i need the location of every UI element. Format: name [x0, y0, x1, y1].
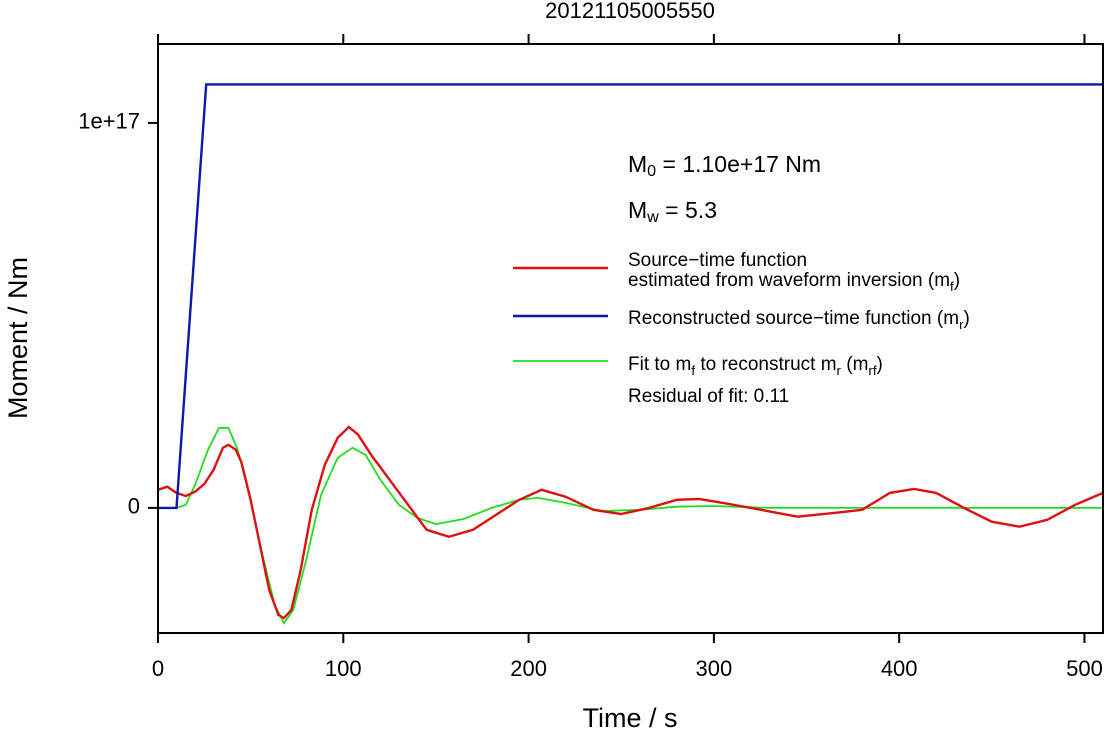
series-line: [158, 83, 1103, 510]
annotation-part: M: [628, 151, 647, 177]
legend-label-part: (m: [841, 354, 868, 375]
x-tick-label: 200: [510, 656, 547, 681]
chart-title: 20121105005550: [545, 0, 715, 23]
legend-label: estimated from waveform inversion (mf): [628, 270, 960, 294]
annotation: Residual of fit: 0.11: [628, 386, 789, 407]
x-tick-label: 400: [881, 656, 918, 681]
legend-label-part: Source−time function: [628, 250, 807, 271]
legend-label-part: r: [959, 317, 964, 332]
annotation-part: = 1.10e+17 Nm: [656, 151, 821, 177]
y-axis-label: Moment / Nm: [3, 257, 33, 419]
series-line: [158, 426, 1103, 625]
annotation: M0 = 1.10e+17 Nm: [628, 151, 821, 180]
legend-label: Fit to mf to reconstruct mr (mrf): [628, 354, 883, 378]
x-tick-label: 500: [1066, 656, 1103, 681]
annotation-part: w: [646, 208, 659, 226]
legend-label-part: ): [964, 308, 970, 329]
legend-label-part: to reconstruct m: [695, 354, 837, 375]
y-tick-label: 0: [128, 494, 140, 519]
legend-label-part: estimated from waveform inversion (m: [628, 270, 950, 291]
y-tick-label: 1e+17: [78, 109, 140, 134]
legend-label-part: ): [877, 354, 883, 375]
x-tick-label: 0: [152, 656, 164, 681]
legend-label-part: f: [950, 279, 954, 294]
legend-label-part: rf: [868, 363, 876, 378]
plot-frame: [157, 43, 1104, 634]
x-axis-label: Time / s: [582, 703, 677, 733]
legend-label-part: r: [837, 363, 842, 378]
annotation-part: 0: [647, 162, 656, 180]
annotation-part: = 5.3: [659, 197, 717, 223]
legend-label-part: Fit to m: [628, 354, 691, 375]
x-tick-label: 300: [696, 656, 733, 681]
annotation: Mw = 5.3: [628, 197, 717, 226]
legend-label-part: ): [954, 270, 960, 291]
legend-label-part: f: [691, 363, 695, 378]
series-line: [158, 425, 1103, 620]
x-tick-label: 100: [325, 656, 362, 681]
legend-label-part: Reconstructed source−time function (m: [628, 308, 959, 329]
annotation-part: Residual of fit: 0.11: [628, 386, 789, 407]
legend-label: Source−time function: [628, 250, 807, 271]
annotation-part: M: [628, 197, 647, 223]
legend-label: Reconstructed source−time function (mr): [628, 308, 970, 332]
